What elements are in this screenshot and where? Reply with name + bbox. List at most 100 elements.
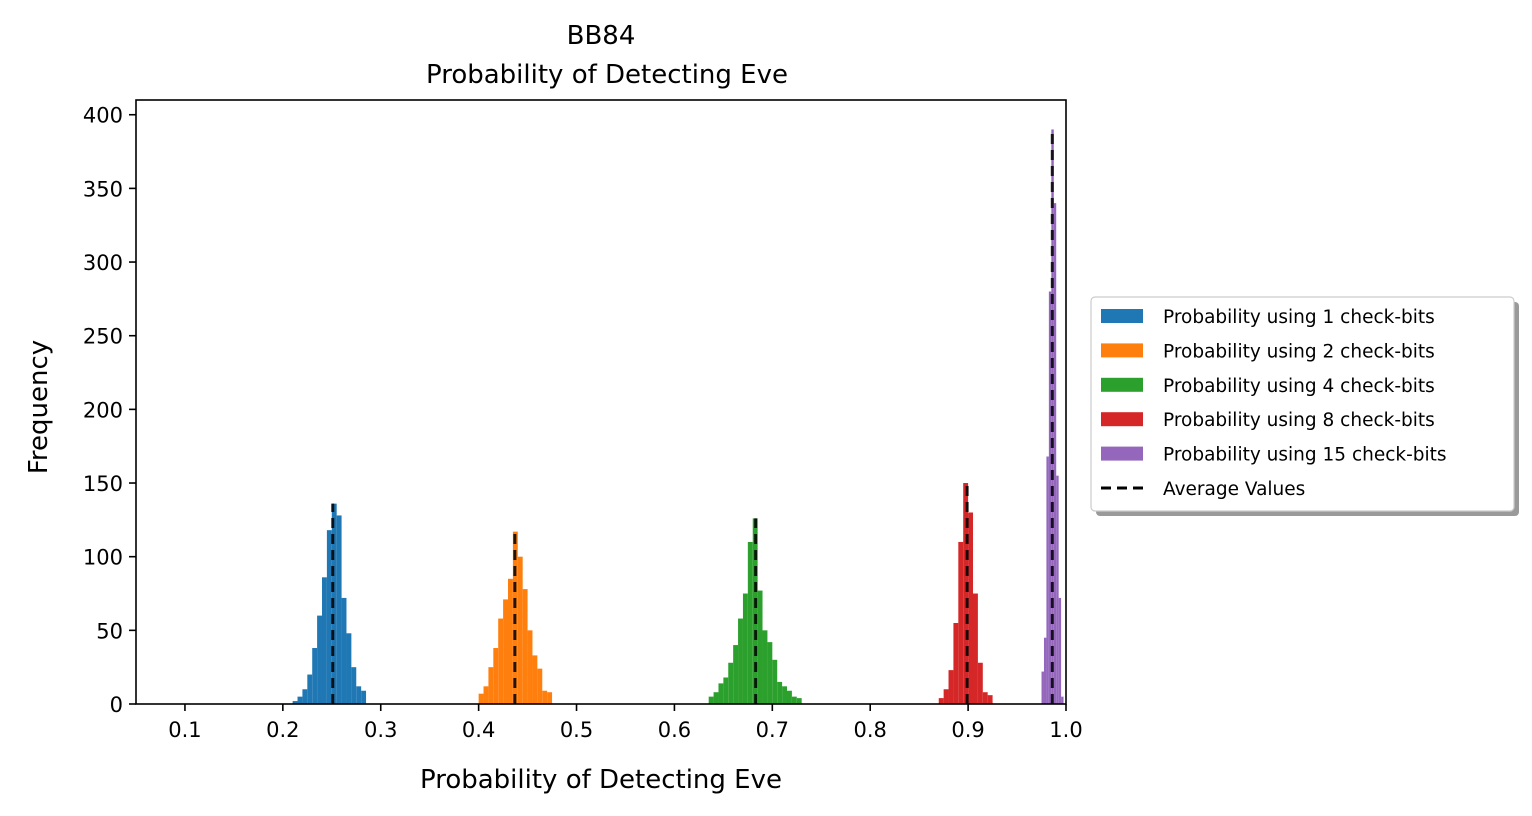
- bar-series-3-bin-5: [728, 662, 734, 704]
- chart-title: BB84: [567, 21, 636, 51]
- bar-series-1-bin-10: [336, 515, 342, 704]
- bar-series-4-bin-2: [943, 689, 949, 704]
- bar-series-3-bin-3: [718, 683, 724, 704]
- bar-series-2-bin-10: [522, 589, 528, 704]
- y-tick-label-5: 200: [83, 398, 123, 422]
- bar-series-4-bin-1: [938, 698, 944, 704]
- bar-series-3-bin-12: [762, 630, 768, 704]
- y-tick-label-3: 100: [83, 546, 123, 570]
- bar-series-1-bin-3: [302, 689, 308, 704]
- bar-series-3-bin-11: [757, 590, 763, 704]
- bar-series-4-bin-3: [948, 670, 954, 704]
- bar-series-3-bin-8: [742, 593, 748, 704]
- bar-series-2-bin-3: [488, 667, 494, 704]
- bar-series-4-bin-9: [977, 662, 983, 704]
- x-axis-label: Probability of Detecting Eve: [420, 765, 782, 795]
- bar-series-2-bin-9: [517, 556, 523, 704]
- bar-series-3-bin-2: [713, 692, 719, 704]
- legend-label-2: Probability using 2 check-bits: [1163, 341, 1435, 362]
- bar-series-4-bin-5: [958, 541, 964, 704]
- y-tick-label-4: 150: [83, 472, 123, 496]
- chart-subtitle: Probability of Detecting Eve: [426, 60, 788, 90]
- bar-series-2-bin-2: [483, 686, 489, 704]
- x-tick-label-1: 0.1: [168, 718, 201, 742]
- bar-series-5-bin-5: [1051, 129, 1054, 705]
- bar-series-5-bin-9: [1061, 696, 1064, 704]
- y-axis-ticks: 0 50 100 150 200 250 300 350 400: [83, 104, 136, 717]
- bar-series-3-bin-4: [723, 677, 729, 704]
- y-axis-label: Frequency: [24, 340, 54, 474]
- x-axis-ticks: 0.1 0.2 0.3 0.4 0.5 0.6 0.7 0.8 0.9 1.0: [168, 704, 1083, 742]
- bar-series-4-bin-4: [953, 622, 959, 704]
- bar-series-2-bin-5: [498, 618, 504, 704]
- bar-series-5-bin-2: [1043, 637, 1047, 704]
- bar-series-3-bin-6: [733, 645, 739, 704]
- y-tick-label-6: 250: [83, 325, 123, 349]
- y-tick-label-9: 400: [83, 104, 123, 128]
- y-tick-label-1: 0: [110, 693, 123, 717]
- legend: Probability using 1 check-bits Probabilit…: [1090, 296, 1519, 516]
- bar-series-2-bin-14: [542, 690, 548, 704]
- x-tick-label-2: 0.2: [266, 718, 299, 742]
- legend-swatch-1: [1101, 309, 1143, 323]
- bar-series-4-bin-11: [987, 695, 993, 704]
- bar-series-3-bin-18: [791, 696, 797, 704]
- bar-series-5-bin-8: [1058, 597, 1062, 704]
- legend-items: Probability using 1 check-bits Probabilit…: [1101, 307, 1447, 500]
- x-tick-label-8: 0.8: [854, 718, 887, 742]
- legend-label-average: Average Values: [1163, 479, 1305, 500]
- legend-swatch-4: [1101, 412, 1143, 427]
- bar-series-1-bin-15: [361, 690, 367, 704]
- legend-label-3: Probability using 4 check-bits: [1163, 376, 1435, 397]
- bar-series-5-bin-6: [1053, 203, 1057, 704]
- histogram-bars: [292, 129, 1064, 705]
- bar-series-1-bin-6: [317, 615, 322, 704]
- bar-series-2-bin-12: [532, 655, 538, 704]
- x-tick-label-10: 1.0: [1049, 718, 1082, 742]
- legend-label-1: Probability using 1 check-bits: [1163, 307, 1435, 328]
- bar-series-1-bin-7: [322, 577, 327, 704]
- bar-series-3-bin-16: [782, 686, 787, 704]
- bar-series-4-bin-6: [963, 483, 969, 704]
- x-tick-label-4: 0.4: [462, 718, 495, 742]
- bar-series-4-bin-7: [968, 512, 973, 704]
- bar-series-1-bin-2: [297, 696, 303, 704]
- bar-series-2-bin-15: [547, 692, 553, 704]
- legend-swatch-5: [1101, 446, 1143, 461]
- bar-series-3-bin-9: [747, 541, 753, 704]
- bar-series-2-bin-6: [503, 599, 508, 704]
- bar-series-1-bin-5: [312, 648, 318, 704]
- bar-series-2-bin-11: [527, 630, 533, 704]
- legend-label-5: Probability using 15 check-bits: [1163, 445, 1447, 466]
- bar-series-1-bin-13: [351, 667, 357, 704]
- bar-series-3-bin-14: [772, 659, 778, 704]
- legend-label-4: Probability using 8 check-bits: [1163, 410, 1435, 431]
- bar-series-5-bin-3: [1046, 456, 1049, 704]
- bar-series-5-bin-1: [1041, 671, 1044, 704]
- bar-series-2-bin-1: [478, 693, 484, 704]
- bar-series-3-bin-15: [777, 681, 783, 704]
- bar-series-1-bin-8: [326, 530, 332, 704]
- bar-series-1-bin-11: [341, 597, 347, 704]
- x-tick-label-5: 0.5: [560, 718, 593, 742]
- bar-series-3-bin-13: [767, 642, 773, 704]
- bar-series-4-bin-10: [982, 692, 988, 704]
- bar-series-2-bin-4: [493, 648, 499, 704]
- y-tick-label-2: 50: [96, 619, 123, 643]
- plot-frame: [135, 99, 1067, 705]
- y-tick-label-7: 300: [83, 251, 123, 275]
- bar-series-3-bin-10: [752, 518, 758, 704]
- x-tick-label-7: 0.7: [756, 718, 789, 742]
- bar-series-3-bin-17: [787, 690, 792, 704]
- bar-series-1-bin-4: [307, 674, 313, 704]
- legend-box: [1090, 296, 1515, 512]
- bar-series-4-bin-8: [973, 593, 978, 704]
- legend-swatch-3: [1101, 377, 1143, 392]
- bar-series-3-bin-19: [796, 698, 802, 704]
- x-tick-label-3: 0.3: [364, 718, 397, 742]
- average-lines: [331, 129, 1054, 704]
- bar-series-5-bin-4: [1048, 291, 1052, 704]
- bar-series-3-bin-7: [738, 618, 743, 704]
- bar-series-2-bin-7: [508, 578, 513, 704]
